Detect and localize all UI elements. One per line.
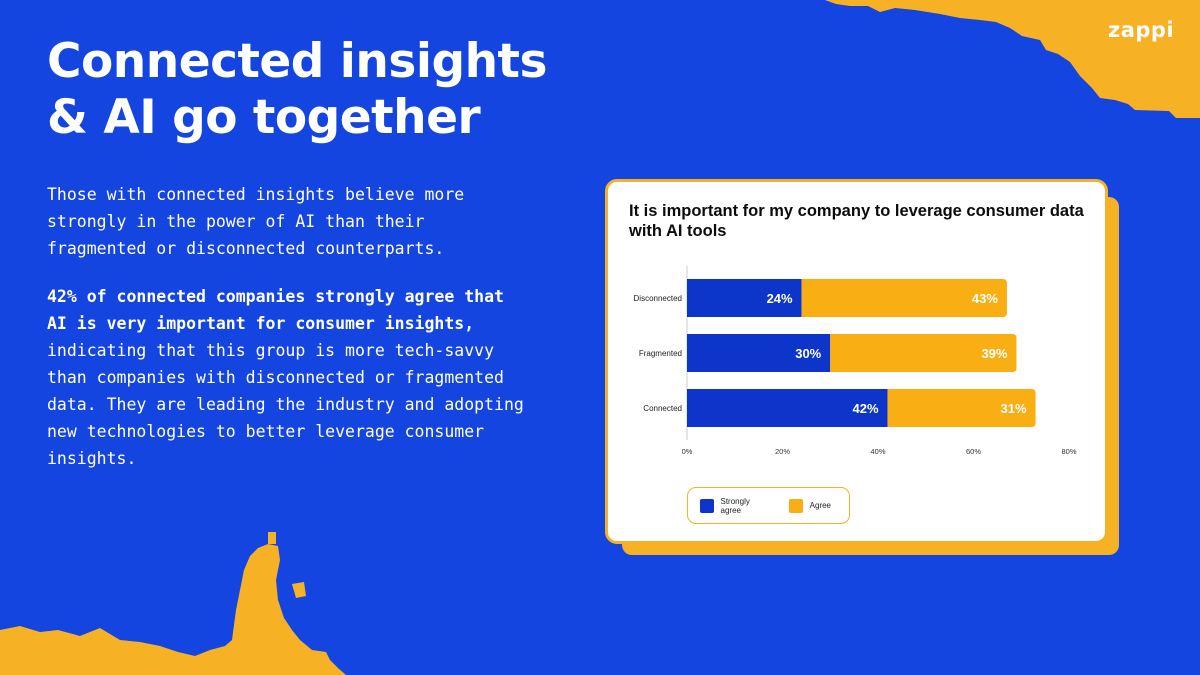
x-tick-label-40: 40%: [870, 447, 885, 456]
chart-legend: Strongly agree Agree: [687, 487, 850, 524]
data-label-agree-fragmented: 39%: [981, 346, 1007, 361]
data-label-agree-connected: 31%: [1001, 401, 1027, 416]
page-title: Connected insights & AI go together: [47, 34, 548, 146]
x-tick-label-20: 20%: [775, 447, 790, 456]
bar-strongly-agree-fragmented: [687, 334, 831, 372]
data-label-strongly-agree-fragmented: 30%: [795, 346, 821, 361]
x-tick-label-0: 0%: [682, 447, 693, 456]
finding-paragraph: 42% of connected companies strongly agre…: [47, 283, 527, 472]
data-label-agree-disconnected: 43%: [972, 291, 998, 306]
bar-strongly-agree-connected: [687, 389, 888, 427]
bar-agree-connected: [887, 389, 1036, 427]
category-label-connected: Connected: [643, 404, 682, 413]
data-label-strongly-agree-disconnected: 24%: [767, 291, 793, 306]
category-label-disconnected: Disconnected: [634, 294, 682, 303]
data-label-strongly-agree-connected: 42%: [853, 401, 879, 416]
title-line-2: & AI go together: [47, 90, 481, 145]
legend-item-agree: Agree: [788, 498, 831, 513]
legend-item-strongly-agree: Strongly agree: [700, 497, 771, 515]
legend-swatch-agree: [788, 498, 803, 513]
finding-highlight: 42% of connected companies strongly agre…: [47, 287, 504, 333]
x-tick-label-80: 80%: [1061, 447, 1076, 456]
chart-title: It is important for my company to levera…: [629, 202, 1084, 240]
bar-agree-fragmented: [830, 334, 1017, 372]
title-line-1: Connected insights: [47, 34, 548, 89]
category-label-fragmented: Fragmented: [639, 349, 682, 358]
legend-label-agree: Agree: [809, 501, 831, 510]
legend-swatch-strongly-agree: [700, 498, 714, 513]
finding-rest: indicating that this group is more tech-…: [47, 341, 524, 468]
zappi-logo[interactable]: zappi: [1108, 18, 1175, 42]
intro-paragraph: Those with connected insights believe mo…: [47, 185, 465, 258]
bar-strongly-agree-disconnected: [687, 279, 802, 317]
legend-label-strongly-agree: Strongly agree: [720, 496, 750, 515]
x-tick-label-60: 60%: [966, 447, 981, 456]
chart-card: It is important for my company to levera…: [605, 179, 1108, 544]
stacked-bar-chart: Disconnected 24% 43% Fragmented 30% 39% Connec…: [634, 266, 1077, 456]
bar-agree-disconnected: [801, 279, 1007, 317]
